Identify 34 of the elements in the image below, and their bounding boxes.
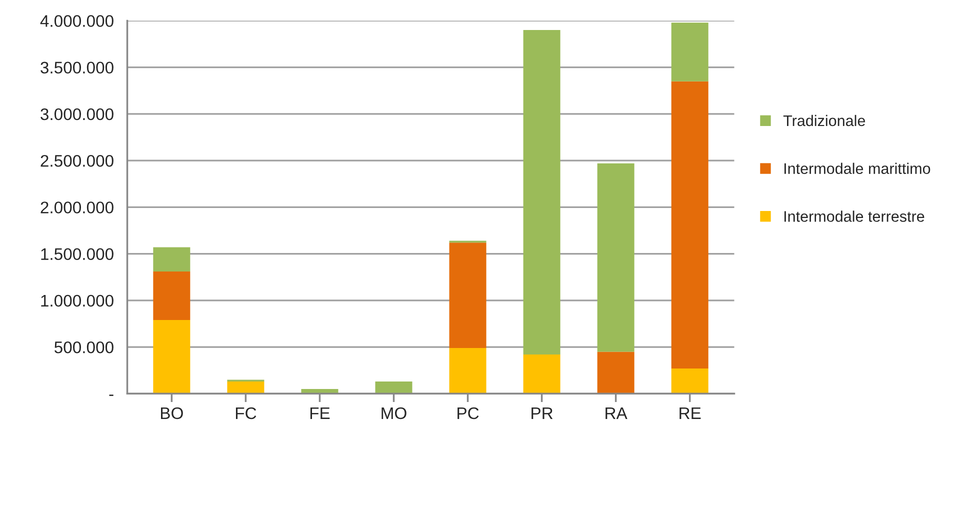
y-tick-label: 3.500.000 — [40, 62, 114, 74]
bar — [597, 163, 634, 352]
x-tick-label: RE — [680, 407, 701, 419]
bar — [449, 348, 486, 394]
legend-label: Intermodale terrestre — [784, 210, 924, 222]
bar — [153, 320, 190, 394]
x-tick-label: RA — [606, 407, 628, 419]
bar — [671, 81, 708, 369]
bar — [227, 382, 264, 394]
y-tick-label: - — [109, 394, 114, 396]
y-tick-label: 2.000.000 — [40, 202, 114, 214]
y-tick-label: 500.000 — [54, 341, 114, 354]
bar — [671, 368, 708, 394]
x-tick-label: PC — [458, 407, 479, 420]
x-tick-label: FC — [236, 407, 256, 420]
x-tick-label: PR — [532, 407, 553, 419]
y-tick-label: 1.000.000 — [41, 294, 114, 307]
legend-label: Intermodale marittimo — [784, 162, 930, 174]
bar — [671, 22, 708, 82]
x-tick-label: BO — [161, 407, 183, 420]
bar — [597, 352, 634, 394]
y-tick-label: 4.000.000 — [40, 15, 114, 27]
bar — [523, 354, 560, 394]
bar — [153, 247, 190, 272]
bar — [523, 30, 560, 355]
y-tick-label: 1.500.000 — [41, 248, 114, 260]
legend-label: Tradizionale — [783, 114, 866, 126]
x-tick-label: FE — [310, 407, 330, 419]
y-tick-label: 2.500.000 — [40, 154, 114, 167]
bar — [449, 242, 486, 348]
y-tick-label: 3.000.000 — [40, 108, 114, 120]
bar — [375, 382, 412, 394]
bar — [153, 272, 190, 320]
x-tick-label: MO — [382, 407, 406, 420]
